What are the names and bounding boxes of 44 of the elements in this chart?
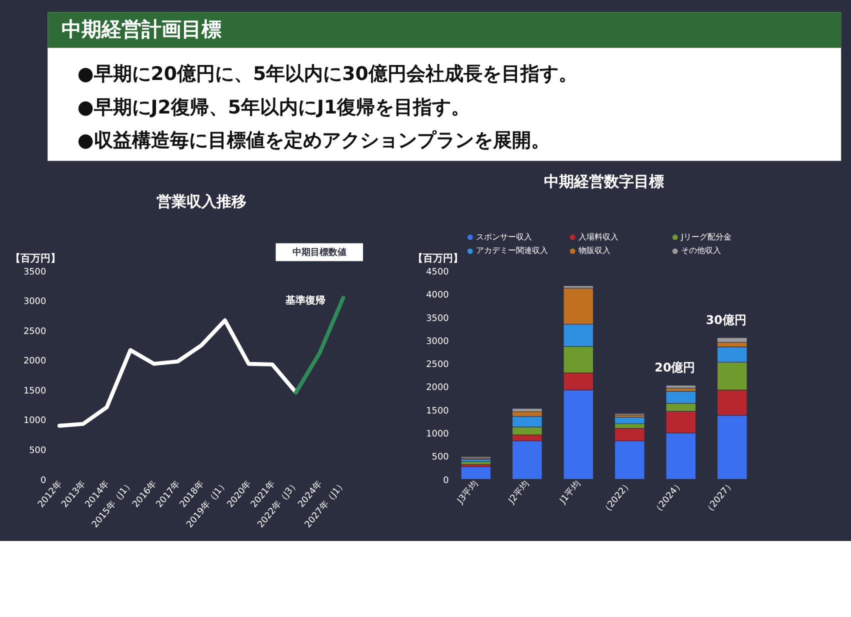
legend-label: アカデミー関連収入 — [476, 246, 548, 256]
annotation: 20億円 — [654, 360, 696, 375]
y-tick-label: 0 — [443, 476, 450, 486]
y-tick-label: 1000 — [426, 429, 450, 440]
text: ●収益構造毎に目標値を定めアクションプランを展開。 — [77, 129, 550, 152]
y-tick-label: 500 — [29, 446, 46, 456]
text: ●早期にJ2復帰、5年以内にJ1復帰を目指す。 — [77, 96, 470, 118]
y-axis-title: 【百万円】 — [10, 252, 60, 265]
y-tick-label: 3000 — [426, 336, 450, 347]
y-tick-label: 500 — [432, 452, 450, 463]
bar — [666, 385, 696, 388]
text: 中期目標数値 — [292, 247, 346, 258]
y-tick-label: 3500 — [426, 314, 450, 324]
y-tick-label: 2000 — [23, 356, 46, 367]
text: 中期経営計画目標 — [61, 18, 222, 41]
text: ●早期に20億円に、5年以内に30億円会社成長を目指す。 — [77, 63, 578, 86]
y-tick-label: 2500 — [426, 360, 450, 370]
legend-label: 物販収入 — [578, 246, 611, 256]
y-tick-label: 1500 — [426, 406, 450, 416]
y-tick-label: 4500 — [426, 267, 450, 278]
y-tick-label: 2500 — [23, 326, 46, 337]
annotation: 30億円 — [706, 312, 746, 327]
line-series — [57, 318, 298, 428]
bar — [717, 337, 748, 343]
x-tick-label: J2平均 — [506, 478, 532, 507]
y-tick-label: 4000 — [426, 290, 450, 301]
bar — [460, 466, 492, 480]
y-tick-label: 3000 — [23, 297, 46, 308]
y-tick-label: 1000 — [23, 416, 46, 426]
y-tick-label: 1500 — [23, 386, 46, 396]
annotation: 基準復帰 — [284, 294, 326, 307]
y-axis-title: 【百万円】 — [413, 252, 464, 265]
legend-label: Jリーグ配分金 — [680, 232, 732, 242]
legend-label: その他収入 — [681, 246, 722, 256]
chart-title: 営業収入推移 — [156, 192, 246, 211]
legend-label: スポンサー収入 — [476, 232, 532, 242]
y-tick-label: 0 — [40, 476, 46, 486]
legend-label: 入場料収入 — [578, 232, 619, 242]
x-tick-label: J1平均 — [557, 478, 583, 507]
bar — [460, 461, 492, 465]
y-tick-label: 2000 — [426, 383, 450, 394]
y-tick-label: 3500 — [23, 267, 46, 278]
x-tick-label: J3平均 — [454, 478, 480, 507]
chart-title: 中期経営数字目標 — [544, 172, 664, 191]
